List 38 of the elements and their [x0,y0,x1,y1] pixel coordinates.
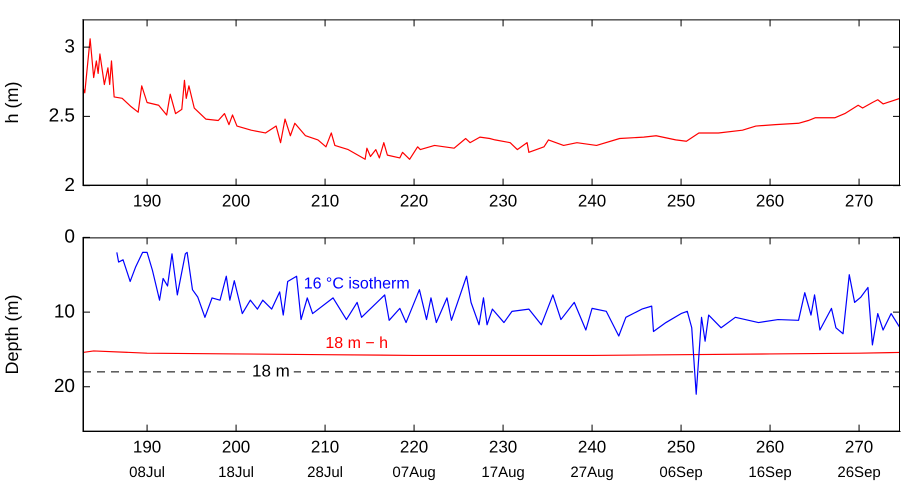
y-axis-title: Depth (m) [2,294,22,375]
y-tick-label: 0 [64,226,75,248]
x2-tick-label: 06Sep [659,464,703,482]
y-tick-label: 10 [54,301,75,322]
x-tick-label: 260 [756,191,784,210]
x-tick-label: 220 [400,191,428,210]
x-tick-label: 230 [488,191,518,210]
x-tick-label: 190 [132,191,162,210]
x-tick-label: 200 [222,191,250,210]
y-tick-label: 3 [64,36,75,58]
y-tick-label: 2.5 [48,106,75,127]
x-tick-label: 260 [756,437,784,456]
x2-tick-label: 18Jul [218,464,254,482]
x2-tick-label: 08Jul [129,464,166,482]
x2-tick-label: 07Aug [392,464,436,482]
x-tick-label: 240 [578,191,606,210]
x2-tick-label: 16Sep [748,464,792,482]
series-label: 16 °C isotherm [304,275,410,292]
y-tick-label: 20 [54,376,75,398]
x2-tick-label: 28Jul [307,464,344,482]
ref-line-label: 18 m [252,362,290,381]
y-tick-label: 2 [64,174,75,196]
x-tick-label: 200 [222,437,250,456]
x-tick-label: 250 [666,437,696,456]
x-tick-label: 270 [844,191,874,210]
x2-tick-label: 26Sep [837,464,881,482]
x-tick-label: 230 [488,437,518,456]
x-tick-label: 210 [310,191,340,210]
x-tick-label: 220 [400,437,428,456]
x2-tick-label: 27Aug [570,464,614,482]
x-tick-label: 250 [666,191,696,210]
y-axis-title: h (m) [2,82,22,124]
series-label: 18 m − h [325,335,388,352]
x-tick-label: 210 [310,437,340,456]
x-tick-label: 270 [844,437,874,456]
x-tick-label: 240 [578,437,606,456]
x2-tick-label: 17Aug [481,464,525,482]
x-tick-label: 190 [132,437,162,456]
